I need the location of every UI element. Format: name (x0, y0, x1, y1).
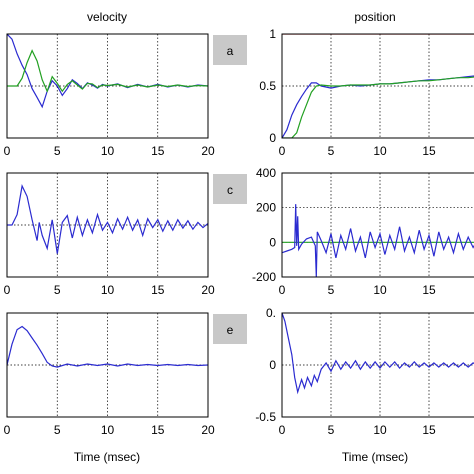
panel-a: 0 5 10 15 20 a (4, 33, 247, 158)
x-axis-label-right: Time (msec) (342, 450, 408, 464)
y-tick-label: 0. (266, 306, 276, 320)
series-line-blue (282, 204, 474, 277)
y-tick-label: 0 (269, 235, 276, 249)
x-axis-label-left: Time (msec) (74, 450, 140, 464)
y-tick-label: 0 (269, 131, 276, 145)
series-line-blue (282, 75, 474, 138)
x-tick-label: 0 (279, 423, 286, 437)
x-tick-label: 15 (151, 423, 165, 437)
x-tick-label: 10 (373, 283, 387, 297)
x-tick-label: 0 (4, 423, 11, 437)
x-tick-label: 5 (54, 144, 61, 158)
plot-frame (281, 312, 474, 418)
velocity-column-title: velocity (87, 10, 127, 24)
y-tick-label: -200 (252, 270, 276, 284)
y-tick-label: 200 (256, 201, 276, 215)
x-tick-label: 15 (422, 144, 436, 158)
x-tick-label: 5 (328, 423, 335, 437)
panel-badge-label: e (227, 323, 234, 337)
series-line-blue (7, 325, 208, 368)
x-tick-label: 5 (54, 283, 61, 297)
x-tick-label: 10 (101, 283, 115, 297)
x-tick-label: 20 (201, 144, 215, 158)
panel-e: 0 5 10 15 20 e (4, 312, 247, 437)
plot-frame (281, 172, 474, 278)
x-tick-label: 10 (101, 144, 115, 158)
panel-b: 0 5 10 15 1 0.5 0 (259, 27, 474, 158)
series-line-blue (7, 184, 208, 254)
panel-f: 0 5 10 150.0-0.5 (255, 306, 474, 437)
panel-badge-label: c (227, 183, 233, 197)
x-tick-label: 15 (151, 144, 165, 158)
series-line-green (282, 76, 474, 138)
x-tick-label: 10 (101, 423, 115, 437)
plot-frame (6, 172, 209, 278)
panel-badge (213, 174, 247, 204)
plot-frame (281, 33, 474, 139)
x-tick-label: 10 (373, 423, 387, 437)
position-column-title: position (354, 10, 395, 24)
x-tick-label: 0 (279, 283, 286, 297)
x-tick-label: 0 (4, 144, 11, 158)
y-tick-label: 400 (256, 166, 276, 180)
x-tick-label: 15 (422, 283, 436, 297)
x-tick-label: 15 (151, 283, 165, 297)
panel-badge (213, 314, 247, 344)
y-tick-label: 1 (269, 27, 276, 41)
x-tick-label: 0 (4, 283, 11, 297)
panel-badge (213, 35, 247, 65)
x-tick-label: 5 (54, 423, 61, 437)
series-line-green (7, 49, 208, 93)
plot-frame (6, 33, 209, 139)
x-tick-label: 5 (328, 144, 335, 158)
series-line-blue (282, 313, 474, 395)
panel-c: 0 5 10 15 20 c (4, 172, 247, 297)
x-tick-label: 10 (373, 144, 387, 158)
x-tick-label: 0 (279, 144, 286, 158)
x-tick-label: 20 (201, 423, 215, 437)
y-tick-label: -0.5 (255, 410, 276, 424)
panel-badge-label: a (227, 44, 234, 58)
x-tick-label: 5 (328, 283, 335, 297)
y-tick-label: 0.5 (259, 79, 276, 93)
y-tick-label: 0 (269, 358, 276, 372)
plot-frame (6, 312, 209, 418)
x-tick-label: 15 (422, 423, 436, 437)
x-tick-label: 20 (201, 283, 215, 297)
